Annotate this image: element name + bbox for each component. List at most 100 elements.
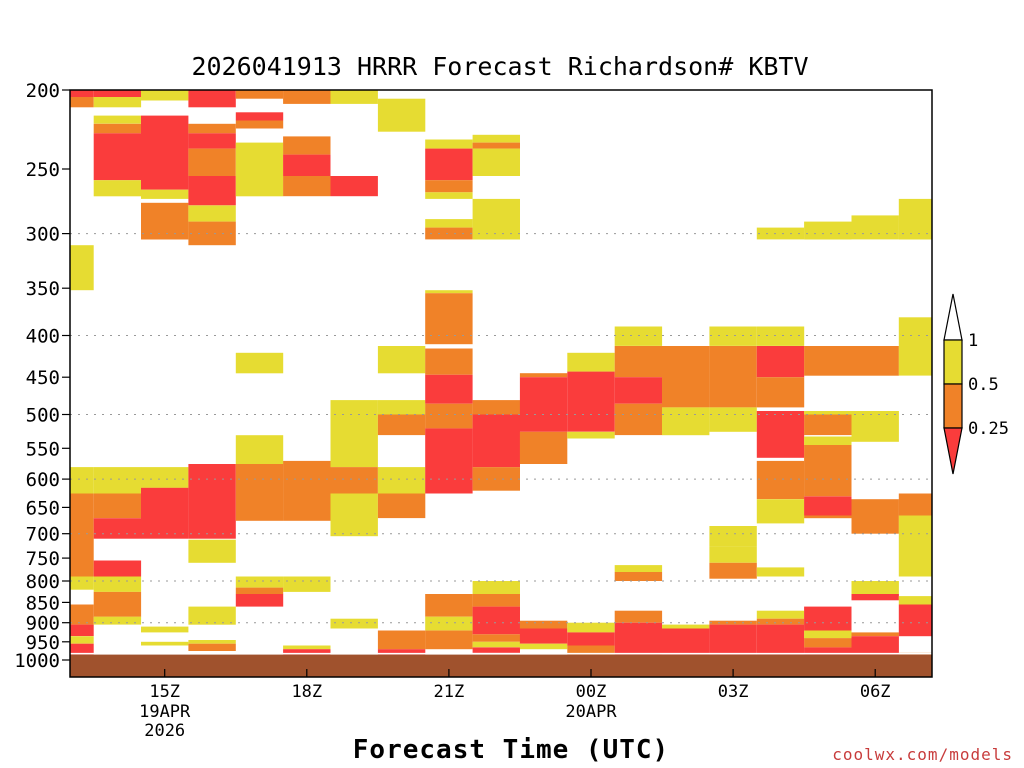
heatmap-cell <box>188 90 236 108</box>
heatmap-cell <box>614 403 663 436</box>
heatmap-cell <box>235 435 284 465</box>
legend-arrow-bottom <box>943 427 963 475</box>
heatmap-cell <box>330 176 378 197</box>
heatmap-cell <box>70 576 94 590</box>
y-tick-label: 450 <box>26 367 60 389</box>
heatmap-cell <box>472 148 520 176</box>
heatmap-cell <box>851 411 899 442</box>
heatmap-cell <box>519 377 568 432</box>
y-tick-label: 300 <box>26 224 60 246</box>
y-axis: 200 250 300 350 400 450 500 550 600 650 7007508008… <box>14 80 70 672</box>
heatmap-cell <box>141 90 189 101</box>
heatmap-cell <box>756 567 805 577</box>
y-tick-label: 1000 <box>14 650 60 672</box>
y-tick-label: 950 <box>26 632 60 654</box>
heatmap-cell <box>567 371 615 432</box>
heatmap-cell <box>614 572 663 581</box>
heatmap-cell <box>804 606 852 631</box>
heatmap-cell <box>141 487 189 539</box>
heatmap-cell <box>70 493 94 577</box>
heatmap-cell <box>93 180 142 197</box>
heatmap-cell <box>330 467 378 494</box>
heatmap-cell <box>93 115 142 124</box>
heatmap-cell <box>472 134 520 143</box>
heatmap-cell <box>756 618 805 625</box>
x-tick-label: 18Z <box>291 682 322 702</box>
heatmap-cell <box>188 133 236 149</box>
heatmap-cell <box>425 227 473 240</box>
heatmap-cell <box>235 576 284 588</box>
heatmap-cell <box>519 431 568 464</box>
heatmap-cell <box>804 414 852 436</box>
heatmap-cell <box>804 647 852 655</box>
heatmap-cell <box>614 326 663 346</box>
x-tick-label: 15Z <box>149 682 180 702</box>
heatmap-cell <box>519 628 568 644</box>
heatmap-cell <box>70 467 94 494</box>
heatmap-cell <box>804 436 852 446</box>
heatmap-cell <box>709 407 757 432</box>
heatmap-cell <box>188 221 236 246</box>
heatmap-cell <box>472 634 520 642</box>
heatmap-cell <box>614 346 663 378</box>
heatmap-cell <box>804 515 852 519</box>
heatmap-cell <box>283 136 331 155</box>
heatmap-cell <box>93 591 142 617</box>
heatmap-cell <box>756 346 805 378</box>
heatmap-cells <box>70 90 932 655</box>
heatmap-cell <box>472 467 520 491</box>
heatmap-cell <box>377 414 426 436</box>
x-tick-label: 03Z <box>718 682 749 702</box>
y-tick-label: 800 <box>26 571 60 593</box>
heatmap-cell <box>93 467 142 494</box>
heatmap-cell <box>709 620 757 625</box>
heatmap-cell <box>709 546 757 563</box>
legend-label: 0.25 <box>968 419 1009 439</box>
heatmap-cell <box>756 610 805 619</box>
y-tick-label: 700 <box>26 524 60 546</box>
heatmap-cell <box>662 407 710 436</box>
heatmap-cell <box>70 604 94 625</box>
x-axis-label: Forecast Time (UTC) <box>353 735 669 765</box>
heatmap-cell <box>70 245 94 291</box>
heatmap-cell <box>283 176 331 197</box>
heatmap-cell <box>330 493 378 537</box>
heatmap-cell <box>472 581 520 594</box>
heatmap-cell <box>235 142 284 197</box>
heatmap-cell <box>472 198 520 240</box>
heatmap-cell <box>377 98 426 132</box>
heatmap-cell <box>567 632 615 646</box>
heatmap-cell <box>804 411 852 415</box>
heatmap-cell <box>709 624 757 655</box>
heatmap-cell <box>188 643 236 651</box>
heatmap-cell <box>898 317 932 376</box>
heatmap-cell <box>851 594 899 601</box>
heatmap-cell <box>93 123 142 134</box>
heatmap-cell <box>425 148 473 181</box>
heatmap-cell <box>472 414 520 468</box>
legend-arrow-top <box>943 293 963 341</box>
heatmap-cell <box>898 515 932 577</box>
heatmap-cell <box>614 565 663 572</box>
heatmap-cell <box>756 377 805 408</box>
ground-band <box>70 654 932 677</box>
legend-label: 0.5 <box>968 375 999 395</box>
heatmap-cell <box>330 90 378 104</box>
heatmap-cell <box>567 622 615 633</box>
heatmap-cell <box>756 499 805 524</box>
heatmap-cell <box>756 624 805 655</box>
heatmap-cell <box>93 493 142 519</box>
heatmap-cell <box>188 176 236 206</box>
y-tick-label: 250 <box>26 159 60 181</box>
color-legend: 1 0.5 0.25 <box>943 293 1009 475</box>
heatmap-cell <box>235 587 284 595</box>
heatmap-cell <box>425 616 473 631</box>
heatmap-cell <box>377 346 426 374</box>
heatmap-cell <box>804 638 852 648</box>
legend-swatch-mid <box>943 383 963 429</box>
heatmap-cell <box>851 636 899 655</box>
heatmap-cell <box>567 431 615 439</box>
legend-label: 1 <box>968 331 978 351</box>
heatmap-cell <box>614 377 663 404</box>
